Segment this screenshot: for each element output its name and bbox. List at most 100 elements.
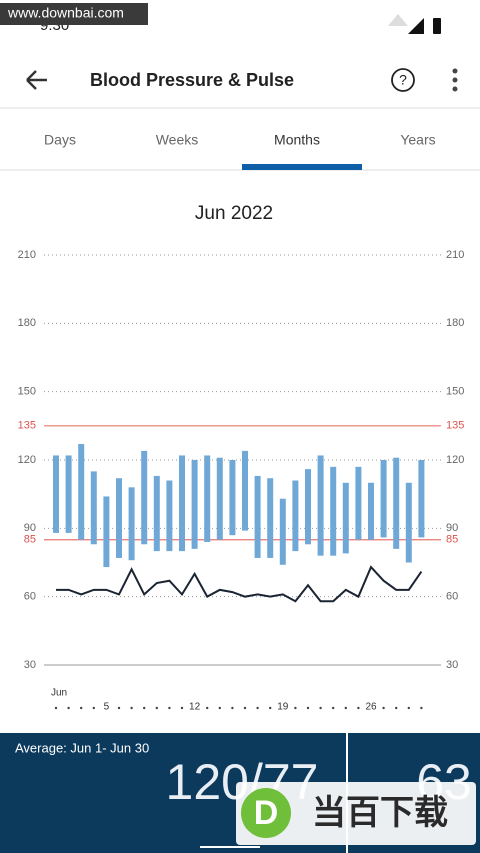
day-dot <box>256 706 259 710</box>
bp-bar <box>292 480 299 552</box>
bp-bar <box>191 460 198 549</box>
bp-bar <box>267 478 274 558</box>
watermark-logo-box <box>236 782 476 845</box>
battery-icon <box>433 18 441 34</box>
tab[interactable]: Weeks <box>156 132 199 148</box>
menu-dot <box>452 68 458 74</box>
help-button[interactable] <box>391 68 415 92</box>
bp-bar <box>78 444 85 540</box>
y-tick-label: 60 <box>24 591 36 603</box>
day-dot <box>168 706 171 710</box>
day-dot <box>306 706 310 710</box>
month-label: Jun <box>51 688 67 699</box>
bp-bar <box>229 460 236 536</box>
bp-bar <box>65 455 72 533</box>
x-tick-label: 12 <box>189 702 201 713</box>
bp-bar <box>279 498 286 565</box>
watermark-logo-letter: D <box>254 794 279 832</box>
menu-dot <box>452 77 458 83</box>
bp-bar <box>53 455 59 533</box>
bp-bar <box>128 487 135 561</box>
bp-bar <box>305 469 311 545</box>
day-dot <box>92 706 96 710</box>
day-dot <box>319 706 322 710</box>
back-button[interactable] <box>26 70 47 90</box>
day-dot <box>54 706 58 710</box>
day-dot <box>369 706 373 710</box>
day-dot <box>357 706 360 710</box>
y-tick-label: 210 <box>18 249 36 261</box>
bp-bar <box>141 450 148 545</box>
day-dot <box>395 706 398 710</box>
day-dot <box>420 706 423 710</box>
bp-bar <box>90 471 97 545</box>
day-dot <box>180 706 184 710</box>
pulse-line <box>56 565 423 603</box>
bp-bar <box>380 460 387 538</box>
y2-tick-label: 30 <box>446 659 458 671</box>
bp-bar <box>355 466 362 540</box>
bp-bar <box>242 450 248 531</box>
reference-label-right: 135 <box>446 420 464 432</box>
day-dot <box>155 706 158 710</box>
tab[interactable]: Years <box>400 132 435 148</box>
y-tick-label: 180 <box>18 317 36 329</box>
menu-button[interactable] <box>452 68 458 92</box>
bp-bar <box>368 482 374 540</box>
reference-label-left: 85 <box>24 534 36 546</box>
watermark-logo-circle <box>241 788 291 838</box>
y2-tick-label: 60 <box>446 591 458 603</box>
day-dot <box>269 706 272 710</box>
menu-dot <box>452 86 458 92</box>
y-tick-label: 30 <box>24 659 36 671</box>
y2-tick-label: 210 <box>446 249 464 261</box>
page-title: Blood Pressure & Pulse <box>90 70 294 90</box>
bp-bar <box>153 475 160 552</box>
day-dot <box>67 706 70 710</box>
bp-bar <box>418 460 425 538</box>
tab-indicator <box>242 164 362 170</box>
day-dot <box>332 706 335 710</box>
reference-label-left: 135 <box>18 420 36 432</box>
chart-title: Jun 2022 <box>195 203 273 224</box>
day-dot <box>206 706 209 710</box>
bp-bar <box>254 475 261 558</box>
tab[interactable]: Months <box>274 132 320 148</box>
watermark-brand: 当百下载 <box>312 794 448 832</box>
help-icon: ? <box>399 72 407 88</box>
y2-tick-label: 180 <box>446 317 464 329</box>
bp-bar <box>317 455 324 556</box>
day-dot <box>294 706 297 710</box>
watermark-box <box>0 3 148 25</box>
summary-label: Average: Jun 1- Jun 30 <box>15 740 149 755</box>
day-dot <box>281 706 284 710</box>
day-dot <box>218 706 221 710</box>
day-dot <box>105 706 108 710</box>
day-dot <box>130 706 133 710</box>
bp-bar <box>330 466 337 556</box>
day-dot <box>80 706 83 710</box>
day-dot <box>382 706 385 710</box>
day-dot <box>344 706 347 710</box>
bp-bar <box>179 455 185 552</box>
y2-tick-label: 90 <box>446 522 458 534</box>
bp-bar <box>204 455 211 542</box>
bp-bar <box>103 496 110 568</box>
bp-bar <box>216 457 223 540</box>
bp-bar <box>116 478 122 558</box>
bp-bar <box>405 482 412 563</box>
x-tick-label: 19 <box>277 702 289 713</box>
bp-bar <box>166 480 173 552</box>
day-dot <box>193 706 196 710</box>
reference-label-right: 85 <box>446 534 458 546</box>
y2-tick-label: 150 <box>446 386 464 398</box>
bp-bar <box>393 457 400 549</box>
x-tick-label: 5 <box>104 702 110 713</box>
x-tick-label: 26 <box>365 702 377 713</box>
day-dot <box>143 706 146 710</box>
y-tick-label: 150 <box>18 386 36 398</box>
day-dot <box>407 706 410 710</box>
tab[interactable]: Days <box>44 132 76 148</box>
